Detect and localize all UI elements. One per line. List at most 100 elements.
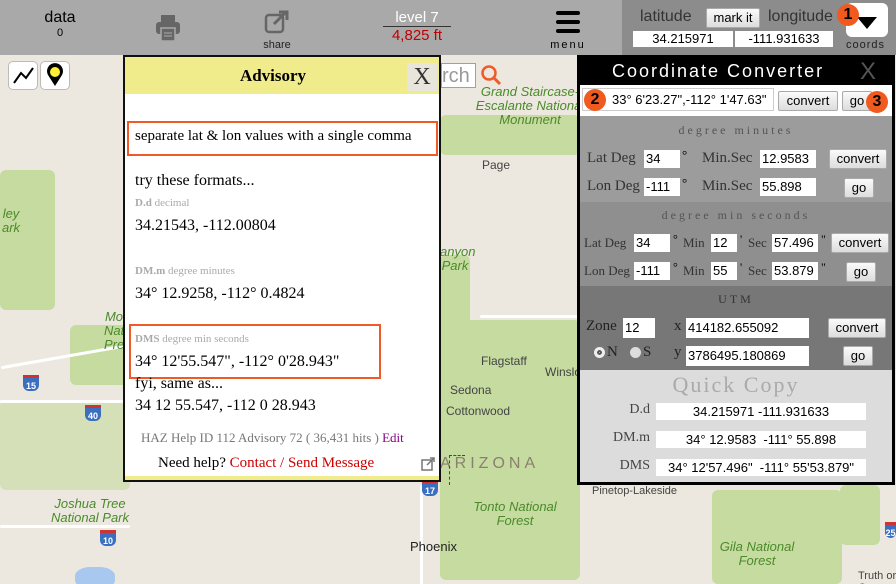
try-formats-label: try these formats...: [135, 172, 255, 189]
map-pin-icon: [47, 63, 64, 86]
qc-dm-label: DM.m: [613, 430, 650, 445]
edit-link[interactable]: Edit: [382, 430, 404, 445]
degree-symbol: °: [673, 232, 678, 246]
map-label: Tonto National Forest: [473, 499, 557, 528]
interstate-shield: 40: [85, 405, 101, 421]
contact-link[interactable]: Contact / Send Message: [229, 455, 375, 471]
map-label: Phoenix: [410, 539, 457, 554]
share-button[interactable]: share: [257, 10, 297, 51]
map-label: Grand Staircase-Escalante National Monum…: [475, 84, 585, 127]
input-row: 33° 6'23.27",-112° 1'47.63" convert go: [580, 85, 892, 116]
need-help-text: Need help?: [158, 455, 226, 471]
map-label: Flagstaff: [481, 354, 527, 368]
utm-go-button[interactable]: go: [843, 346, 873, 366]
section-title: degree min seconds: [661, 208, 811, 222]
need-help: Need help? Contact / Send Message: [158, 455, 374, 472]
dm-lon-min-field[interactable]: 55.898: [760, 178, 816, 196]
dm-lat-min-field[interactable]: 12.9583: [760, 150, 816, 168]
go-button[interactable]: go: [842, 91, 872, 111]
hamburger-icon: [556, 11, 580, 33]
minute-symbol: ': [740, 260, 743, 274]
qc-dd-field[interactable]: 34.215971 -111.931633: [656, 403, 866, 420]
dms-lon-deg-field[interactable]: -111: [634, 262, 670, 280]
minute-symbol: ': [740, 232, 743, 246]
fyi-example: 34 12 55.547, -112 0 28.943: [135, 397, 316, 414]
quick-copy-section: Quick Copy D.d 34.215971 -111.931633 DM.…: [580, 370, 892, 482]
dd-label: D.d: [135, 197, 152, 209]
interstate-shield: 17: [422, 480, 438, 496]
dms-convert-button[interactable]: convert: [831, 233, 889, 253]
utm-zone-field[interactable]: 12: [623, 318, 655, 338]
map-marker: [449, 455, 465, 485]
dm-go-button[interactable]: go: [844, 178, 874, 198]
data-label: data: [44, 9, 76, 26]
dm-example: 34° 12.9258, -112° 0.4824: [135, 285, 305, 302]
utm-x-field[interactable]: 414182.655092: [686, 318, 809, 338]
dms-lat-deg-field[interactable]: 34: [634, 234, 670, 252]
section-title: UTM: [718, 292, 754, 306]
dm-convert-button[interactable]: convert: [829, 149, 887, 169]
utm-y-field[interactable]: 3786495.180869: [686, 346, 809, 366]
elevation: 4,825 ft: [391, 27, 443, 44]
qc-dms-field[interactable]: 34° 12'57.496" -111° 55'53.879": [656, 459, 866, 476]
search-box[interactable]: rch: [441, 63, 476, 88]
map-label: Pinetop-Lakeside: [592, 485, 678, 497]
utm-convert-button[interactable]: convert: [828, 318, 886, 338]
dms-lat-min-field[interactable]: 12: [711, 234, 737, 252]
data-button[interactable]: data 0: [30, 9, 90, 39]
advisory-header: Advisory X: [125, 57, 439, 94]
min-label: Min: [683, 263, 705, 278]
north-radio[interactable]: [594, 347, 605, 358]
x-label: x: [674, 318, 682, 334]
converter-title: Coordinate Converter: [612, 61, 825, 81]
coordinate-input[interactable]: 33° 6'23.27",-112° 1'47.63": [582, 88, 774, 111]
interstate-shield: 10: [100, 530, 116, 546]
line-chart-icon: [13, 67, 34, 84]
external-link-icon[interactable]: [421, 457, 435, 471]
interstate-shield: 15: [23, 375, 39, 391]
draw-line-button[interactable]: [8, 61, 38, 90]
advisory-tip: separate lat & lon values with a single …: [135, 128, 412, 144]
advisory-close-button[interactable]: X: [407, 63, 437, 91]
y-label: y: [674, 344, 682, 360]
dms-example: 34° 12'55.547", -112° 0'28.943": [135, 353, 340, 370]
quick-copy-title: Quick Copy: [672, 372, 800, 397]
highlight-box: [129, 324, 381, 379]
map-label: Truth or Consequences: [858, 570, 896, 584]
mark-it-button[interactable]: mark it: [706, 8, 760, 28]
converter-close-button[interactable]: X: [860, 58, 877, 85]
min-label: Min: [683, 235, 705, 250]
convert-button[interactable]: convert: [778, 91, 838, 111]
lon-deg-label: Lon Deg: [584, 263, 630, 278]
dm-lon-deg-field[interactable]: -111: [644, 178, 680, 196]
longitude-field[interactable]: -111.931633: [735, 31, 833, 47]
level-display: level 7 4,825 ft: [383, 9, 451, 45]
help-id: HAZ Help ID 112 Advisory 72 ( 36,431 hit…: [141, 430, 404, 446]
marker-button[interactable]: [40, 61, 70, 90]
dms-lon-min-field[interactable]: 55: [711, 262, 737, 280]
search-icon[interactable]: [480, 64, 502, 86]
map-label: Page: [482, 158, 511, 172]
coordinate-converter-dialog: Coordinate Converter X 33° 6'23.27",-112…: [577, 55, 895, 485]
south-radio[interactable]: [630, 347, 641, 358]
qc-dms-label: DMS: [619, 458, 650, 473]
dm-lat-deg-field[interactable]: 34: [644, 150, 680, 168]
printer-icon[interactable]: [155, 14, 181, 42]
north-label: N: [607, 344, 618, 360]
qc-dm-field[interactable]: 34° 12.9583 -111° 55.898: [656, 431, 866, 448]
map-label: Gila National Forest: [719, 539, 795, 568]
south-label: S: [643, 344, 652, 360]
menu-label: menu: [550, 39, 586, 51]
search-placeholder: rch: [442, 65, 470, 87]
latitude-field[interactable]: 34.215971: [633, 31, 733, 47]
share-label: share: [263, 39, 291, 51]
external-link-icon: [264, 10, 289, 34]
interstate-shield: 25: [885, 522, 896, 538]
dms-go-button[interactable]: go: [846, 262, 876, 282]
dms-lon-sec-field[interactable]: 53.879: [772, 262, 818, 280]
menu-button[interactable]: menu: [546, 10, 590, 51]
utm-section: UTM Zone 12 x 414182.655092 convert N S …: [580, 286, 892, 370]
dms-lat-sec-field[interactable]: 57.496: [772, 234, 818, 252]
dms-label: DMS: [135, 333, 160, 345]
step-badge-3: 3: [866, 91, 888, 113]
